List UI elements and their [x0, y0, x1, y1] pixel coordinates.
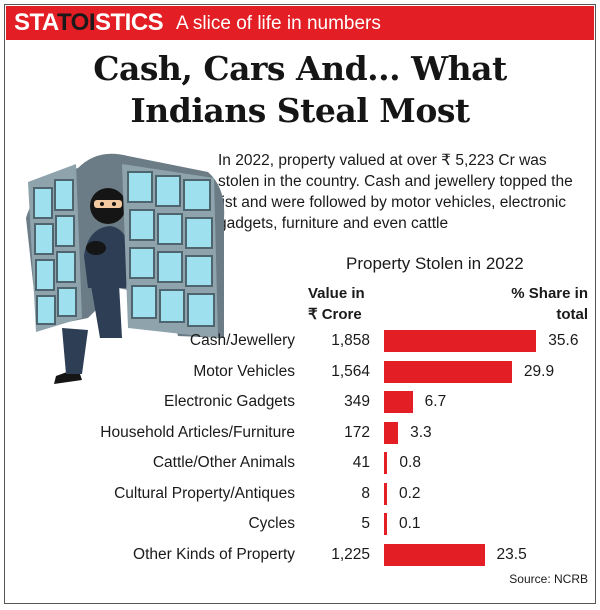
thief-window-illustration	[26, 153, 225, 384]
value-label: 8	[361, 484, 370, 502]
category-label: Cash/Jewellery	[189, 332, 295, 349]
category-label: Motor Vehicles	[193, 362, 295, 380]
category-label: Cycles	[248, 515, 295, 532]
statoistics-logo: STATOISTICS	[14, 9, 164, 36]
share-bar	[384, 513, 387, 535]
share-label: 29.9	[523, 362, 555, 380]
share-bar	[384, 330, 537, 352]
value-label: 1,564	[331, 362, 370, 380]
share-label: 6.7	[424, 393, 447, 410]
value-label: 1,858	[331, 332, 370, 349]
share-bar	[384, 543, 485, 566]
statoistics-banner: STATOISTICS A slice of life in numbers	[6, 6, 594, 40]
headline: Cash, Cars And... What Indians Steal Mos…	[20, 48, 580, 132]
share-bar	[384, 360, 512, 383]
share-label: 0.8	[399, 454, 421, 471]
category-label: Electronic Gadgets	[164, 393, 295, 410]
value-column-header: Value in ₹ Crore	[308, 285, 365, 323]
intro-text: In 2022, property valued at over ₹ 5,223…	[218, 152, 573, 232]
thief-figure	[54, 188, 130, 384]
category-label: Cultural Property/Antiques	[114, 484, 295, 502]
headline-line-1: Cash, Cars And... What	[93, 49, 507, 88]
right-window-pane	[122, 164, 218, 338]
share-bar	[384, 421, 399, 444]
category-label: Household Articles/Furniture	[100, 423, 295, 441]
source-note: Source: NCRB	[509, 572, 588, 586]
share-label: 0.2	[399, 484, 421, 502]
category-label: Cattle/Other Animals	[152, 454, 295, 471]
headline-line-2: Indians Steal Most	[130, 91, 470, 130]
share-column-header: % Share in total	[511, 285, 588, 323]
share-label: 23.5	[496, 545, 527, 563]
value-label: 41	[352, 454, 370, 471]
share-bar	[384, 482, 387, 505]
share-bar	[384, 391, 413, 413]
share-label: 35.6	[548, 332, 579, 349]
value-label: 172	[344, 423, 370, 441]
value-label: 349	[344, 393, 370, 410]
value-label: 1,225	[331, 545, 370, 563]
share-label: 3.3	[410, 423, 432, 441]
value-label: 5	[361, 515, 370, 532]
left-window-pane	[28, 164, 82, 332]
share-label: 0.1	[399, 515, 421, 532]
share-bar	[384, 452, 388, 474]
banner-tagline: A slice of life in numbers	[176, 13, 381, 34]
category-label: Other Kinds of Property	[133, 545, 295, 563]
chart-title: Property Stolen in 2022	[346, 254, 524, 273]
bar-chart-rows: Cash/Jewellery 1,858 35.6 Motor Vehicles 1,5…	[0, 330, 600, 580]
